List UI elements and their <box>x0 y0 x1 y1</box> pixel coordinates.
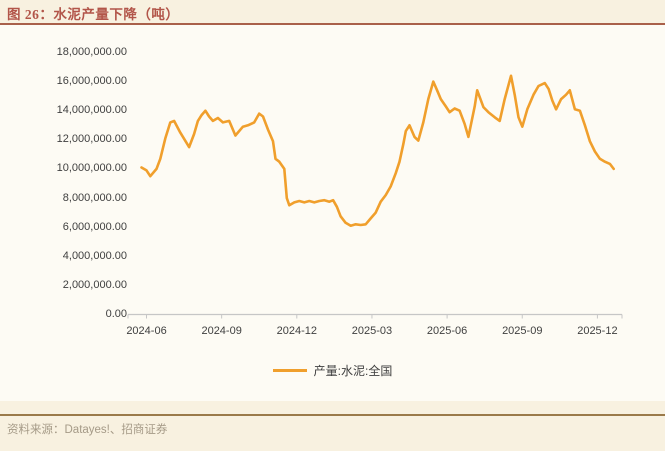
chart-area: 18,000,000.00 16,000,000.00 14,000,000.00 1… <box>0 25 665 401</box>
series-line-cement-production <box>140 74 616 227</box>
x-axis-tick-label: 2025-12 <box>577 325 618 337</box>
y-axis-tick-label: 4,000,000.00 <box>62 249 127 262</box>
x-axis-tick-label: 2025-06 <box>426 325 468 337</box>
x-axis-tick-label: 2025-03 <box>351 325 393 337</box>
legend-line-swatch <box>272 369 307 372</box>
y-axis-tick-label: 12,000,000.00 <box>56 133 127 146</box>
figure-title: 图 26：水泥产量下降（吨） <box>7 7 180 22</box>
source-note: 资料来源：Datayes!、招商证券 <box>7 424 168 436</box>
y-axis-tick-label: 0.00 <box>105 308 127 320</box>
y-axis-tick-label: 2,000,000.00 <box>62 278 127 291</box>
figure-title-bar: 图 26：水泥产量下降（吨） <box>0 0 665 25</box>
x-axis-tick-label: 2024-06 <box>126 325 167 337</box>
x-axis-tick-label: 2024-09 <box>201 325 242 337</box>
y-axis-tick-label: 14,000,000.00 <box>56 104 127 117</box>
y-axis-tick-label: 18,000,000.00 <box>56 46 127 58</box>
y-axis-tick-label: 10,000,000.00 <box>56 162 127 175</box>
y-axis-tick-label: 16,000,000.00 <box>56 75 127 88</box>
y-axis-tick-label: 8,000,000.00 <box>62 191 127 204</box>
legend: 产量:水泥:全国 <box>0 362 665 379</box>
y-axis-tick-label: 6,000,000.00 <box>62 220 127 233</box>
legend-label: 产量:水泥:全国 <box>313 364 393 378</box>
x-axis-tick-label: 2025-09 <box>502 325 543 337</box>
x-axis-tick-label: 2024-12 <box>276 325 317 337</box>
footer-divider <box>0 414 665 416</box>
